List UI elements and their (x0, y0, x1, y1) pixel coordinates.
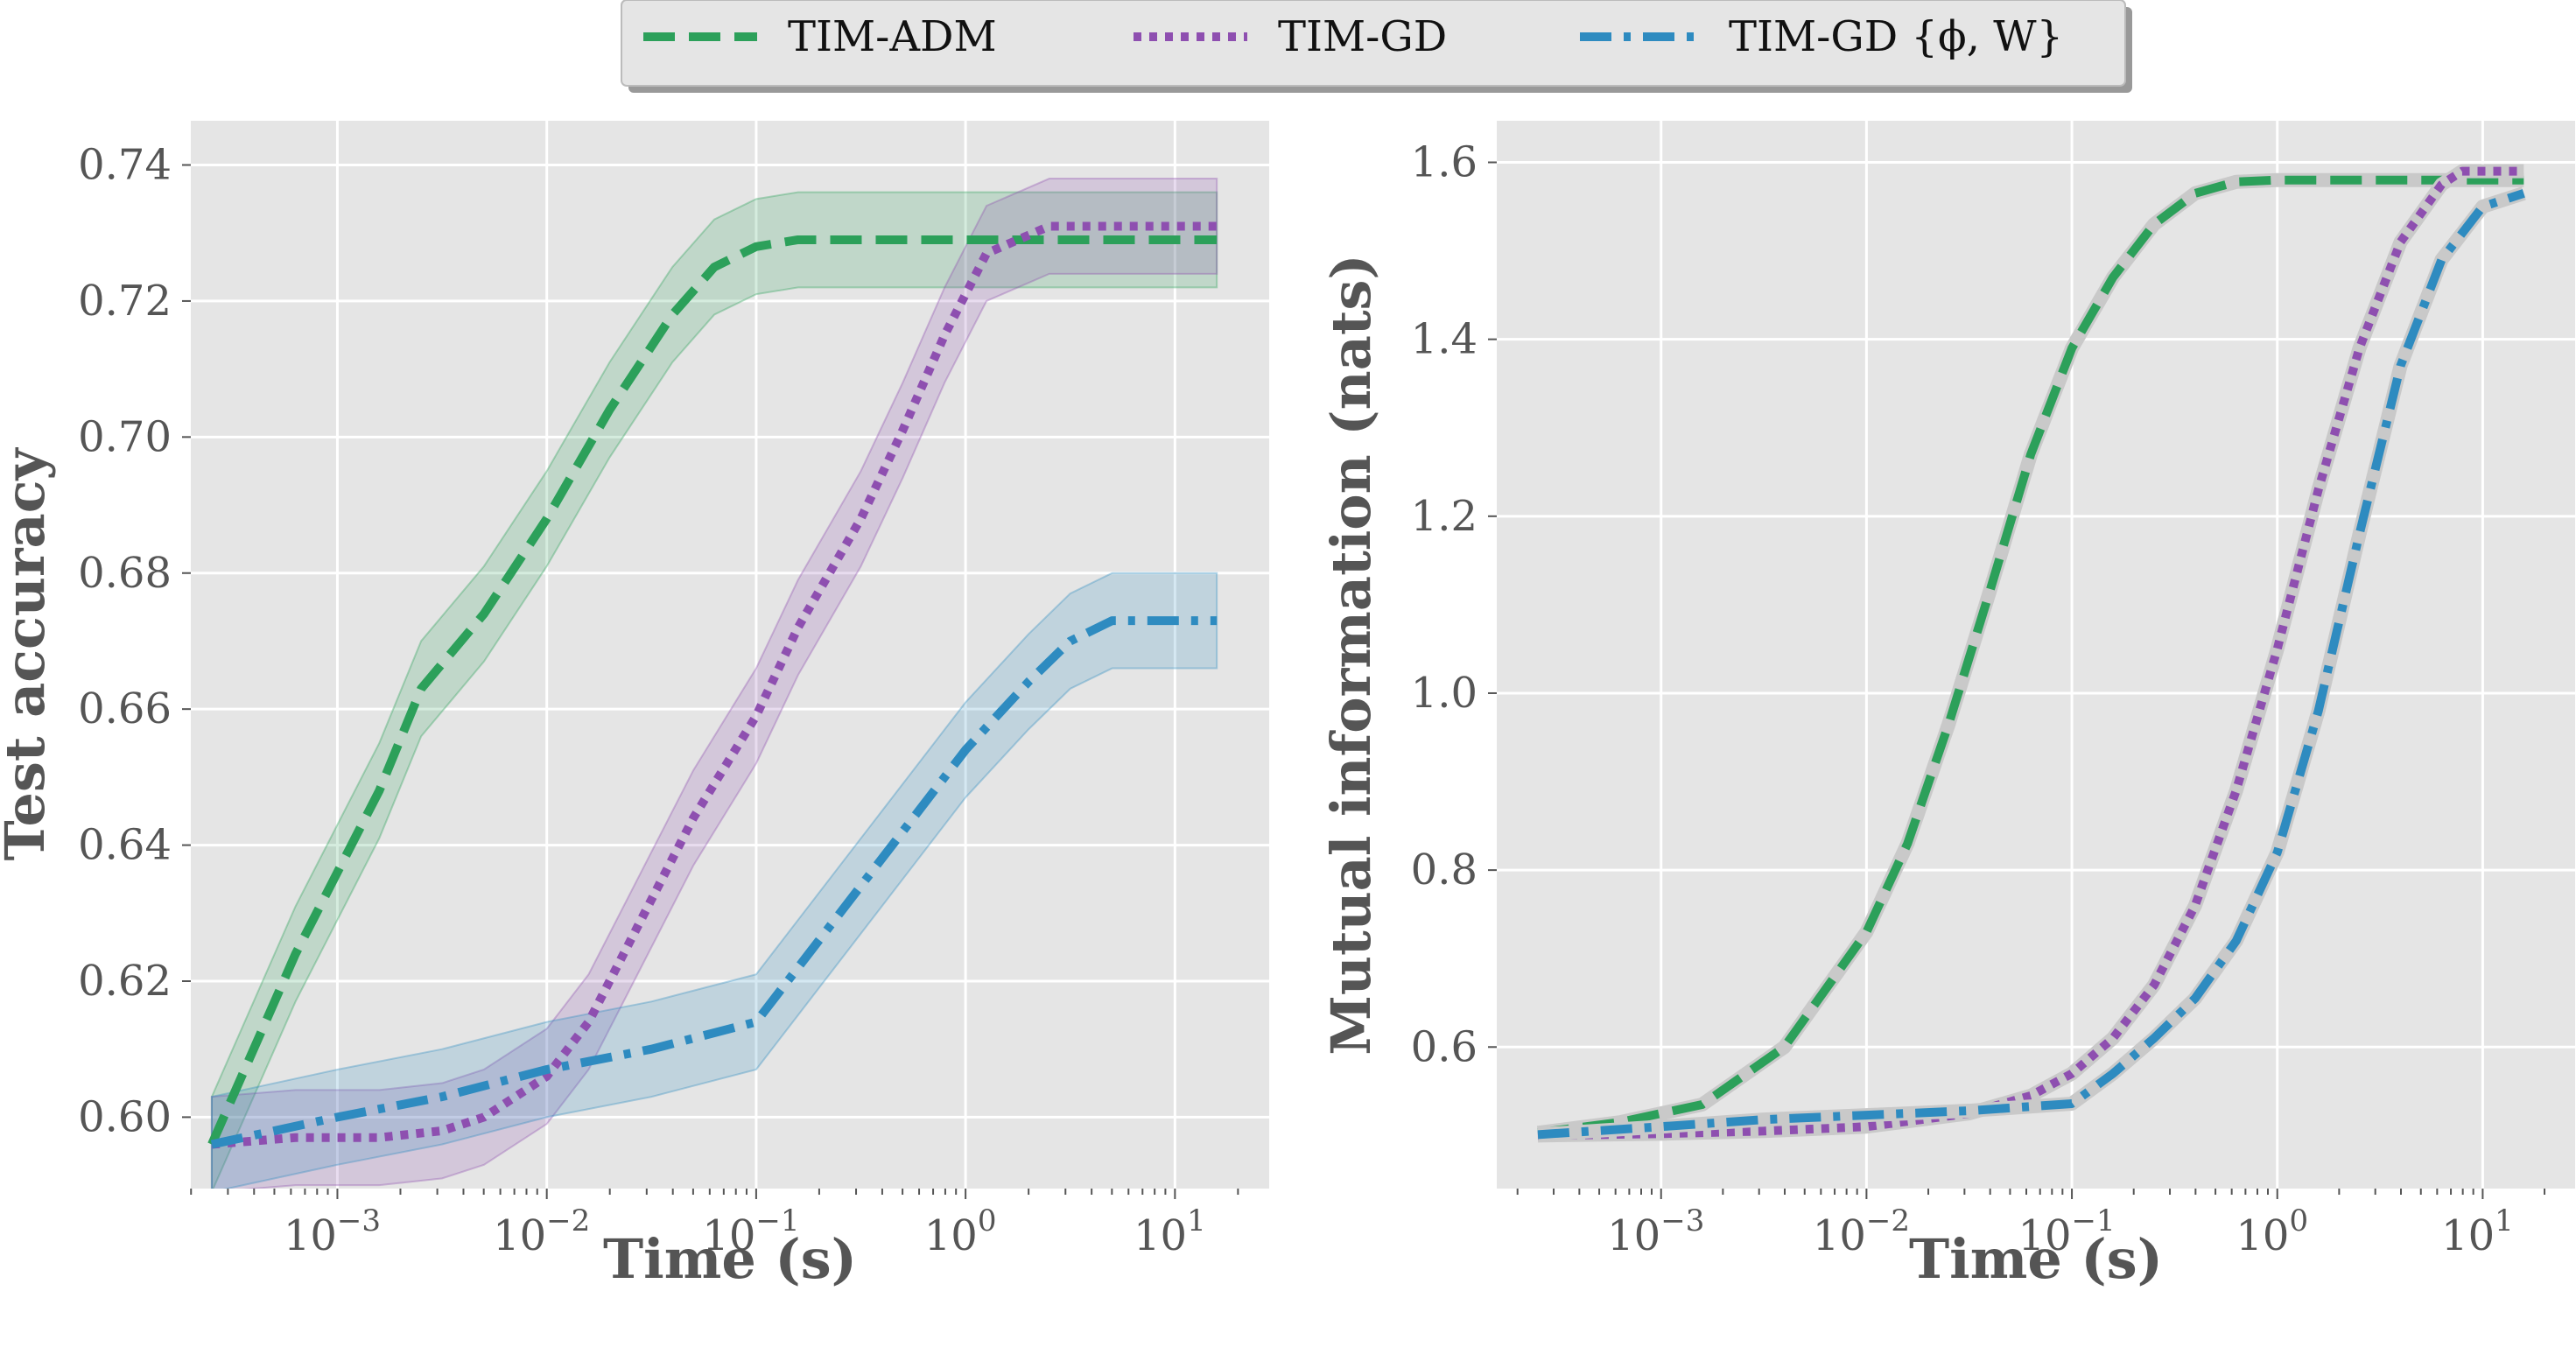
accuracy-band-tim-adm (210, 191, 1218, 1189)
accuracy-y-tick-label: 0.60 (78, 1092, 172, 1141)
accuracy-y-tick-label: 0.72 (78, 277, 172, 326)
legend-label-tim-gd-phi-w: TIM-GD {ϕ, W} (1729, 12, 2063, 61)
mi-y-tick-label: 1.0 (1411, 669, 1478, 718)
accuracy-y-ticks: 0.60 0.62 0.64 0.66 0.68 0.70 0.72 0.74 (78, 141, 191, 1141)
mi-plot-area (1497, 121, 2575, 1189)
accuracy-x-tick-label: 10−1 (702, 1203, 799, 1260)
mi-y-tick-label: 1.4 (1411, 315, 1478, 364)
accuracy-x-tick-label: 101 (1134, 1203, 1206, 1260)
accuracy-minor-ticks (190, 1189, 1239, 1195)
accuracy-grid (191, 121, 1269, 1189)
mi-y-tick-label: 1.6 (1411, 138, 1478, 187)
legend-entry-tim-gd: TIM-GD (1134, 12, 1447, 61)
mi-y-label: Mutual information (nats) (1319, 254, 1383, 1056)
legend: TIM-ADM TIM-GD TIM-GD {ϕ, W} (621, 0, 2132, 93)
accuracy-y-tick-label: 0.64 (78, 821, 172, 870)
mi-lines (1536, 164, 2526, 1143)
mi-grid (1497, 121, 2575, 1189)
mi-x-ticks: 10−3 10−2 10−1 100 101 (1607, 1189, 2514, 1260)
accuracy-x-label: Time (s) (603, 1227, 857, 1291)
accuracy-y-tick-label: 0.66 (78, 684, 172, 733)
accuracy-line-tim-gd-w (210, 616, 1218, 1149)
mi-x-tick-label: 10−3 (1607, 1203, 1704, 1260)
mi-x-tick-label: 10−2 (1813, 1203, 1910, 1260)
legend-label-tim-gd: TIM-GD (1278, 12, 1447, 61)
legend-label-tim-adm: TIM-ADM (788, 12, 997, 61)
accuracy-y-tick-label: 0.70 (78, 412, 172, 461)
mi-x-tick-label: 100 (2236, 1203, 2308, 1260)
mi-x-tick-label: 101 (2441, 1203, 2514, 1260)
mi-y-tick-label: 1.2 (1411, 492, 1478, 541)
accuracy-line-tim-gd (211, 221, 1218, 1149)
accuracy-y-label: Test accuracy (0, 447, 57, 861)
legend-entry-tim-adm: TIM-ADM (643, 12, 997, 61)
mi-x-label: Time (s) (1909, 1227, 2163, 1291)
mi-y-tick-label: 0.8 (1411, 845, 1478, 894)
accuracy-chart: 0.600.620.640.660.680.700.720.74 10−3 10−… (0, 121, 1269, 1291)
mutual-information-chart: 0.6 0.8 1.0 1.2 1.4 1.6 10−3 10−2 10−1 100 101 Ti… (1319, 121, 2575, 1291)
mi-y-tick-label: 0.6 (1411, 1022, 1478, 1071)
legend-box (621, 0, 2126, 87)
mi-line-tim-adm (1537, 175, 2524, 1138)
accuracy-x-tick-label: 100 (924, 1203, 997, 1260)
accuracy-line-tim-adm (207, 235, 1218, 1147)
accuracy-band-tim-gd-w (210, 572, 1218, 1189)
accuracy-band-tim-gd (210, 178, 1218, 1189)
mi-line-tim-gd-w (1537, 189, 2525, 1140)
legend-entry-tim-gd-phi-w: TIM-GD {ϕ, W} (1580, 12, 2063, 61)
mi-x-tick-label: 10−1 (2018, 1203, 2115, 1260)
accuracy-bands (210, 178, 1218, 1189)
accuracy-x-ticks: 10−3 10−2 10−1 100 101 (284, 1189, 1206, 1260)
accuracy-x-tick-label: 10−2 (493, 1203, 590, 1260)
accuracy-y-tick-label: 0.68 (78, 549, 172, 598)
accuracy-y-tick-label: 0.62 (78, 957, 172, 1006)
mi-line-tim-gd (1537, 166, 2524, 1140)
accuracy-y-tick-label: 0.74 (78, 141, 172, 190)
mi-minor-ticks (1516, 1189, 2546, 1195)
accuracy-lines (207, 221, 1218, 1149)
mi-y-ticks: 0.6 0.8 1.0 1.2 1.4 1.6 (1411, 138, 1497, 1071)
accuracy-plot-area (191, 121, 1269, 1189)
accuracy-x-tick-label: 10−3 (284, 1203, 381, 1260)
